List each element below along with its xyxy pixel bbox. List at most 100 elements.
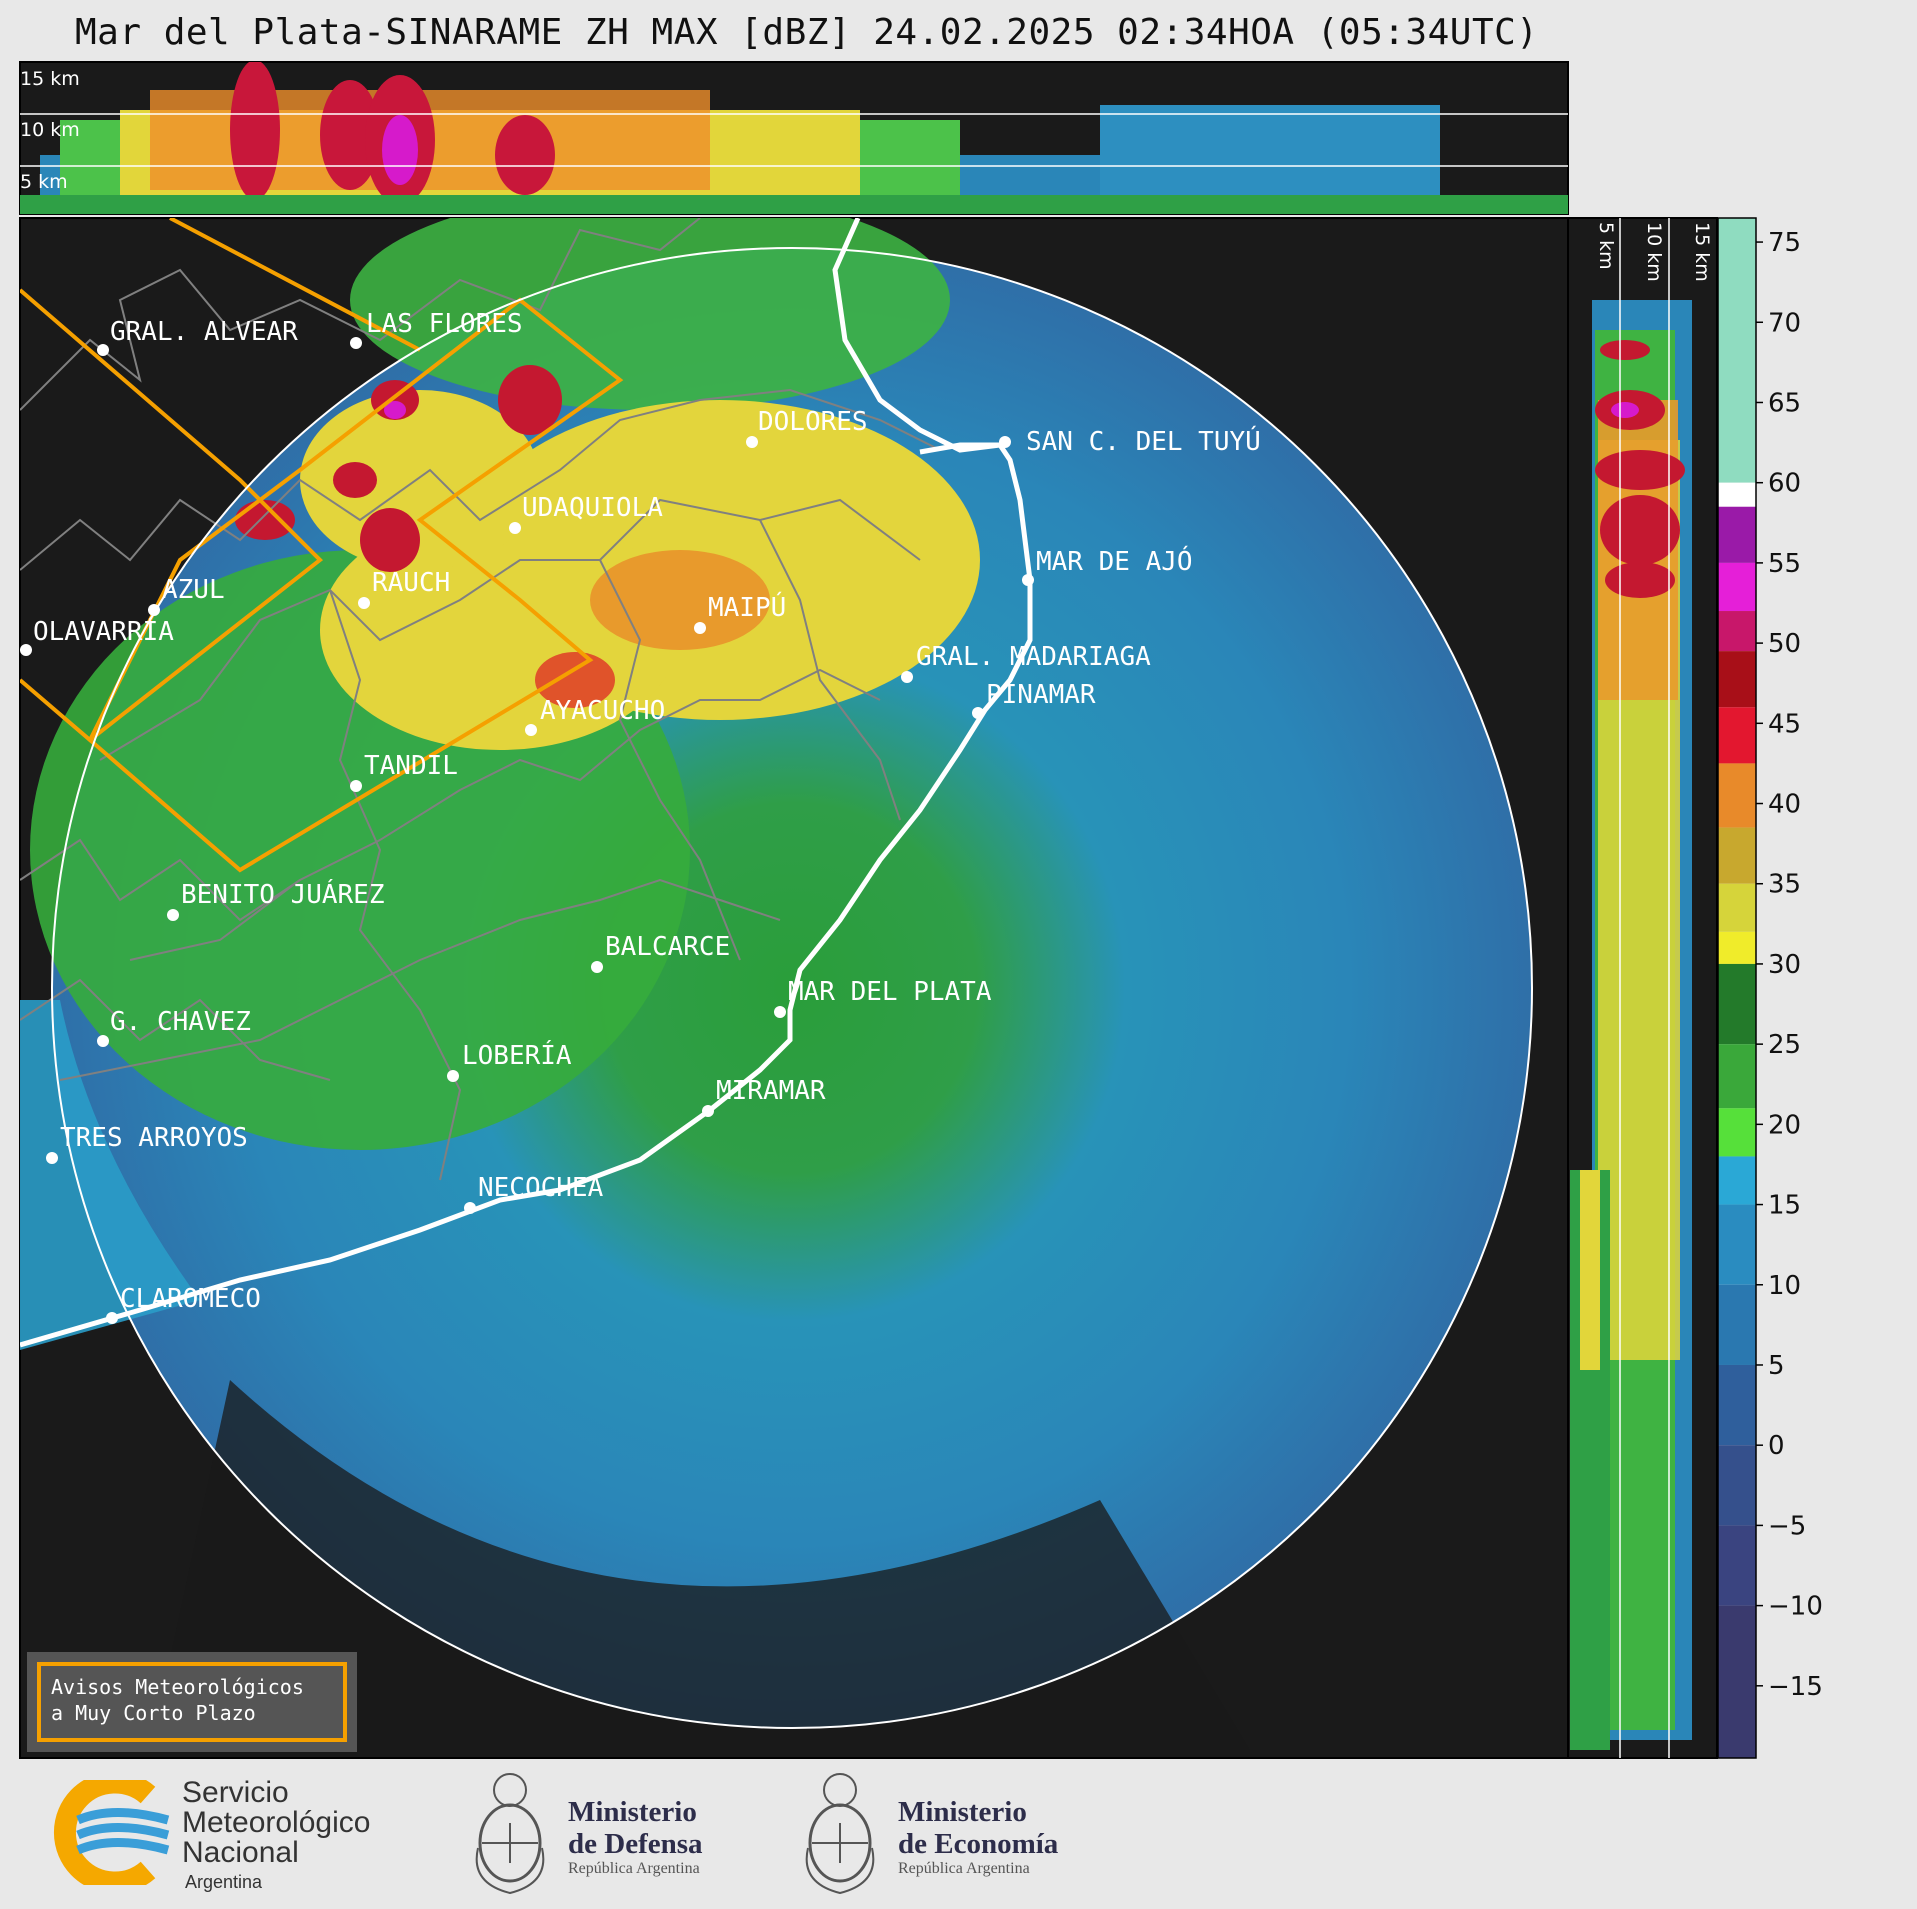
city-marker	[774, 1006, 786, 1018]
city-marker	[350, 337, 362, 349]
smn-name: Servicio Meteorológico Nacional	[182, 1778, 370, 1868]
colorbar-band	[1718, 827, 1756, 884]
colorbar-band	[1718, 506, 1756, 563]
city-marker	[97, 1035, 109, 1047]
side-height-label-15: 15 km	[1691, 222, 1713, 282]
colorbar-band	[1718, 931, 1756, 964]
economia-name: Ministerio de Economía República Argenti…	[898, 1796, 1058, 1878]
colorbar-tick-label: 30	[1768, 950, 1801, 980]
page-title: Mar del Plata-SINARAME ZH MAX [dBZ] 24.0…	[75, 12, 1539, 53]
city-marker	[702, 1105, 714, 1117]
defensa-name: Ministerio de Defensa República Argentin…	[568, 1796, 703, 1878]
colorbar-tick-label: 55	[1768, 549, 1801, 579]
aviso-button[interactable]: Avisos Meteorológicos a Muy Corto Plazo	[27, 1652, 357, 1752]
colorbar-tick-label: 10	[1768, 1271, 1801, 1301]
colorbar-band	[1718, 963, 1756, 1045]
city-marker	[525, 724, 537, 736]
city-label-las-flores: LAS FLORES	[366, 309, 523, 339]
defensa-country: República Argentina	[568, 1860, 700, 1877]
colorbar-band	[1718, 1445, 1756, 1526]
defensa-line-2: de Defensa	[568, 1828, 703, 1860]
colorbar-band	[1718, 1156, 1756, 1205]
city-label-san-c-del-tuyu: SAN C. DEL TUYÚ	[1026, 425, 1261, 457]
city-marker	[999, 436, 1011, 448]
city-label-tandil: TANDIL	[364, 751, 458, 781]
city-marker	[464, 1202, 476, 1214]
city-marker	[148, 604, 160, 616]
colorbar-tick-label: 25	[1768, 1030, 1801, 1060]
city-label-dolores: DOLORES	[758, 407, 868, 437]
colorbar-band	[1718, 1044, 1756, 1109]
city-label-benito-juarez: BENITO JUÁREZ	[181, 878, 385, 910]
smn-logo-icon	[54, 1780, 170, 1885]
footer-logos: Servicio Meteorológico Nacional Argentin…	[0, 1760, 1917, 1909]
city-marker	[591, 961, 603, 973]
city-marker	[901, 671, 913, 683]
colorbar-tick-label: −5	[1768, 1511, 1806, 1541]
colorbar-band	[1718, 1204, 1756, 1285]
city-label-g-chavez: G. CHAVEZ	[110, 1007, 251, 1037]
city-label-loberia: LOBERÍA	[462, 1039, 572, 1071]
side-height-label-5: 5 km	[1595, 222, 1617, 270]
city-marker	[509, 522, 521, 534]
colorbar-band	[1718, 651, 1756, 708]
city-label-necochea: NECOCHEA	[478, 1173, 604, 1203]
colorbar-tick-label: −15	[1768, 1672, 1823, 1702]
city-marker	[167, 909, 179, 921]
economia-line-1: Ministerio	[898, 1796, 1027, 1828]
city-label-claromeco: CLAROMECO	[120, 1284, 261, 1314]
city-marker	[358, 597, 370, 609]
colorbar-tick-label: −10	[1768, 1592, 1823, 1622]
top-height-profile: 15 km 10 km 5 km	[19, 61, 1569, 215]
colorbar-band	[1718, 218, 1756, 483]
colorbar-tick-label: 35	[1768, 870, 1801, 900]
city-marker	[97, 344, 109, 356]
colorbar-tick-label: 0	[1768, 1431, 1785, 1461]
colorbar-tick-label: 50	[1768, 629, 1801, 659]
range-ring	[51, 247, 1533, 1729]
radar-map: GRAL. ALVEAR LAS FLORES DOLORES SAN C. D…	[19, 217, 1569, 1759]
city-label-udaquiola: UDAQUIOLA	[522, 493, 663, 523]
colorbar-band	[1718, 1605, 1756, 1758]
district-boundaries	[20, 218, 941, 1181]
city-marker	[350, 780, 362, 792]
smn-line-1: Servicio	[182, 1776, 289, 1809]
colorbar-tick-label: 15	[1768, 1191, 1801, 1221]
colorbar-tick-label: 45	[1768, 709, 1801, 739]
city-marker	[746, 436, 758, 448]
smn-line-2: Meteorológico	[182, 1806, 371, 1839]
side-height-profile: 5 km 10 km 15 km	[1567, 217, 1718, 1759]
colorbar-band	[1718, 611, 1756, 652]
defensa-line-1: Ministerio	[568, 1796, 697, 1828]
colorbar-tick-label: 60	[1768, 469, 1801, 499]
city-label-mar-de-ajo: MAR DE AJÓ	[1036, 545, 1193, 577]
colorbar-band	[1718, 482, 1756, 507]
top-height-label-5: 5 km	[20, 171, 68, 193]
colorbar-band	[1718, 883, 1756, 932]
city-marker	[1022, 574, 1034, 586]
city-label-gral-madariaga: GRAL. MADARIAGA	[916, 642, 1151, 672]
colorbar-band	[1718, 1525, 1756, 1606]
colorbar-tick-label: 40	[1768, 790, 1801, 820]
coat-of-arms-icon	[805, 1773, 875, 1895]
colorbar-band	[1718, 763, 1756, 828]
aviso-line-1: Avisos Meteorológicos	[51, 1675, 304, 1699]
aviso-line-2: a Muy Corto Plazo	[51, 1701, 256, 1725]
city-label-maipu: MAIPÚ	[708, 591, 786, 623]
city-marker	[447, 1070, 459, 1082]
city-label-miramar: MIRAMAR	[716, 1076, 826, 1106]
warning-polygons	[20, 218, 624, 873]
city-label-olavarria: OLAVARRÍA	[33, 615, 174, 647]
city-marker	[106, 1312, 118, 1324]
city-label-balcarce: BALCARCE	[605, 932, 730, 962]
colorbar-band	[1718, 707, 1756, 764]
city-label-rauch: RAUCH	[372, 568, 450, 598]
city-marker	[46, 1152, 58, 1164]
city-label-gral-alvear: GRAL. ALVEAR	[110, 317, 298, 347]
colorbar-band	[1718, 562, 1756, 612]
coat-of-arms-icon	[475, 1773, 545, 1895]
economia-line-2: de Economía	[898, 1828, 1059, 1860]
city-label-tres-arroyos: TRES ARROYOS	[60, 1123, 248, 1153]
city-label-azul: AZUL	[162, 575, 225, 605]
